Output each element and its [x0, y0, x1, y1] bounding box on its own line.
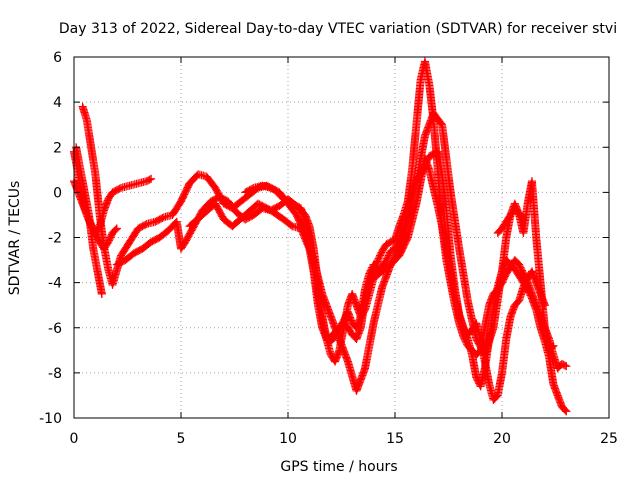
data-point [562, 407, 571, 416]
series [493, 206, 528, 237]
x-tick-label: 20 [493, 431, 511, 447]
y-tick-label: 4 [53, 95, 62, 111]
x-tick-label: 25 [600, 431, 618, 447]
y-tick-label: -8 [48, 366, 62, 382]
y-tick-label: -2 [48, 231, 62, 247]
data-point [561, 406, 570, 415]
x-axis-label: GPS time / hours [280, 459, 397, 475]
x-tick-label: 15 [386, 431, 404, 447]
chart-title: Day 313 of 2022, Sidereal Day-to-day VTE… [59, 21, 617, 37]
data-point [548, 342, 557, 351]
data-point [145, 175, 154, 184]
data-marks [70, 57, 571, 416]
y-tick-label: 0 [53, 185, 62, 201]
data-point [560, 361, 569, 370]
data-point [518, 214, 527, 223]
data-point [519, 215, 528, 224]
series [241, 109, 558, 395]
x-tick-label: 5 [177, 431, 186, 447]
data-point [147, 174, 156, 183]
data-point [112, 224, 121, 233]
y-tick-label: -4 [48, 276, 62, 292]
data-point [111, 225, 120, 234]
data-point [549, 341, 558, 350]
y-tick-label: -10 [39, 411, 62, 427]
ticks: 0 5 10 15 20 25 -10 -8 -6 -4 -2 0 2 4 6 [39, 50, 618, 447]
x-tick-label: 0 [70, 431, 79, 447]
x-tick-label: 10 [279, 431, 297, 447]
y-tick-label: 6 [53, 50, 62, 66]
data-point [562, 362, 571, 371]
y-tick-label: -6 [48, 321, 62, 337]
data-point [97, 289, 106, 298]
y-tick-label: 2 [53, 140, 62, 156]
y-axis-label: SDTVAR / TECUs [7, 181, 23, 296]
